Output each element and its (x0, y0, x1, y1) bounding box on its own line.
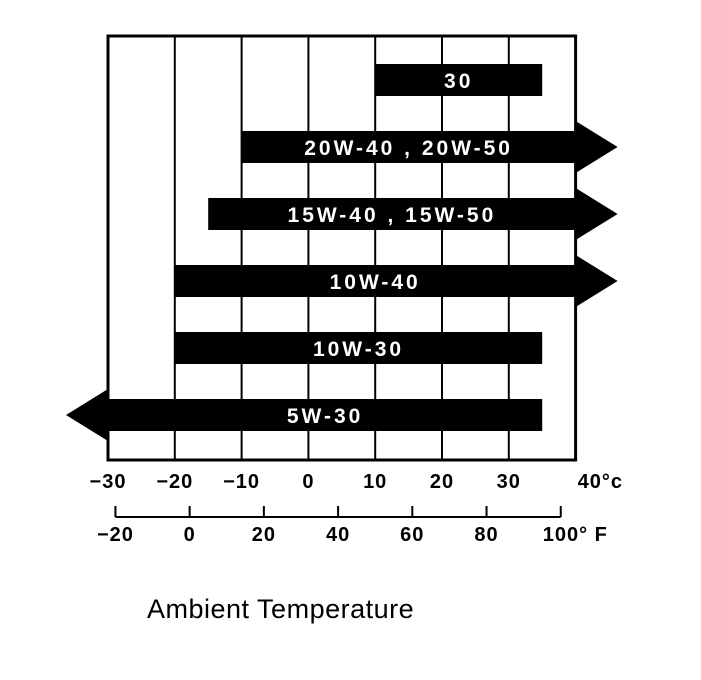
chart-grid (106, 34, 578, 462)
viscosity-bar-label: 10W-30 (313, 338, 404, 361)
celsius-axis: −30 −20 −10 0 10 20 30 40°c (90, 471, 623, 493)
fahrenheit-tick-label: 40 (326, 524, 350, 546)
viscosity-bar (174, 255, 618, 307)
celsius-unit-label: 40°c (578, 471, 623, 493)
celsius-tick-label: 30 (497, 471, 521, 493)
fahrenheit-tick-label: 0 (184, 524, 196, 546)
celsius-tick-label: 10 (363, 471, 387, 493)
viscosity-bar (241, 121, 618, 173)
viscosity-bar-label: 15W-40 , 15W-50 (288, 204, 497, 227)
x-axis-title: Ambient Temperature (147, 594, 415, 624)
celsius-tick-label: 20 (430, 471, 454, 493)
viscosity-bar-label: 10W-40 (330, 271, 421, 294)
viscosity-bar-label: 5W-30 (287, 405, 363, 428)
viscosity-bar (66, 389, 543, 441)
fahrenheit-tick-label: −20 (97, 524, 134, 546)
celsius-tick-label: 0 (302, 471, 314, 493)
viscosity-bar-label: 30 (444, 70, 473, 93)
fahrenheit-tick-label: 60 (400, 524, 424, 546)
fahrenheit-unit-label: 100° F (543, 524, 608, 546)
viscosity-bar (208, 188, 618, 240)
viscosity-bar (174, 332, 543, 364)
fahrenheit-tick-label: 80 (474, 524, 498, 546)
viscosity-bar (375, 64, 543, 96)
viscosity-bar-label: 20W-40 , 20W-50 (304, 137, 513, 160)
fahrenheit-axis: −20 0 20 40 60 80 100° F (97, 506, 608, 546)
grid-frame (106, 34, 578, 462)
fahrenheit-tick-label: 20 (252, 524, 276, 546)
celsius-tick-label: −30 (90, 471, 127, 493)
celsius-tick-label: −10 (223, 471, 260, 493)
celsius-tick-label: −20 (156, 471, 193, 493)
viscosity-bars: 30 20W-40 , 20W-50 15W-40 , 15W-50 10W-40 10… (66, 64, 618, 441)
